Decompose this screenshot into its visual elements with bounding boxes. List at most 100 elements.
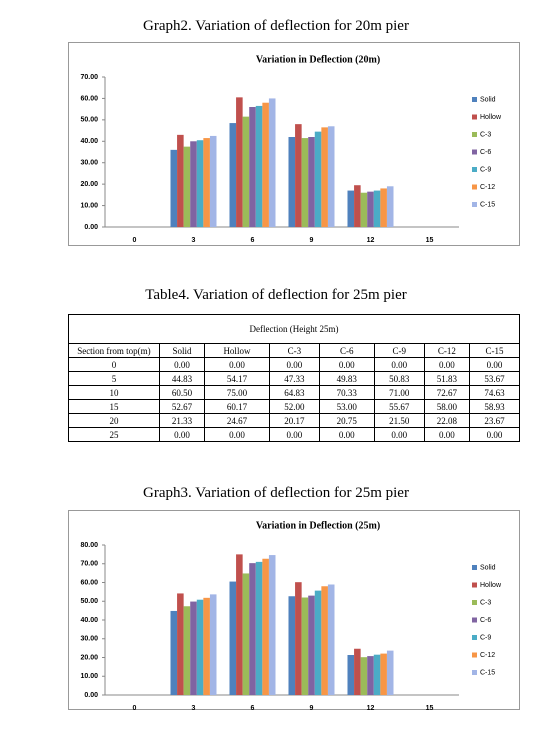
caption: Table4. Variation of deflection for 25m … (145, 287, 407, 303)
y-tick-label: 20.00 (80, 654, 98, 661)
bar (295, 124, 302, 227)
bar (183, 146, 191, 227)
bar (354, 185, 361, 227)
x-tick-label: 12 (367, 237, 375, 244)
legend-swatch (472, 565, 477, 570)
legend-label: Hollow (480, 582, 502, 589)
chart-title: Variation in Deflection (20m) (256, 54, 380, 65)
legend-label: C-15 (480, 201, 495, 208)
bar (203, 597, 210, 695)
cell: 24.67 (204, 413, 270, 428)
legend-swatch (472, 670, 477, 675)
cell: 0.00 (204, 357, 270, 372)
bar (360, 657, 368, 695)
chart: Variation in Deflection (25m) 0.00 10.00 20… (68, 510, 520, 710)
caption: Graph2. Variation of deflection for 20m … (143, 18, 409, 34)
legend-swatch (472, 600, 477, 605)
cell: 10 (68, 385, 160, 400)
bar (288, 596, 296, 695)
cell: 0.00 (204, 427, 270, 442)
cell: 0.00 (373, 357, 425, 372)
cell: 22.08 (423, 413, 470, 428)
cell: 21.33 (158, 413, 206, 428)
bar (190, 601, 197, 695)
cell: 0.00 (268, 357, 320, 372)
bar (347, 655, 355, 695)
legend-swatch (472, 582, 477, 588)
bar (360, 192, 368, 227)
chart: Variation in Deflection (20m) 0.00 10.00 20… (68, 42, 520, 246)
y-tick-label: 50.00 (80, 117, 98, 124)
column-header: C-9 (373, 343, 425, 358)
cell: 52.67 (158, 399, 206, 414)
legend-swatch (472, 149, 477, 155)
bar (380, 188, 387, 227)
bar (209, 594, 217, 695)
bar (386, 186, 394, 227)
x-tick-label: 3 (192, 237, 196, 244)
cell: 75.00 (204, 385, 270, 400)
legend-swatch (472, 652, 477, 658)
bar (203, 138, 210, 227)
cell: 54.17 (204, 371, 270, 386)
cell: 0 (68, 357, 160, 372)
y-tick-label: 30.00 (80, 636, 98, 643)
bar (249, 563, 256, 695)
cell: 53.67 (468, 371, 521, 386)
cell: 74.63 (468, 385, 521, 400)
y-tick-label: 30.00 (80, 160, 98, 167)
table: Deflection (Height 25m) Section from top(… (68, 314, 521, 442)
cell: 20.75 (318, 413, 375, 428)
bar (367, 191, 374, 227)
y-tick-label: 80.00 (80, 542, 98, 549)
cell: 53.00 (318, 399, 375, 414)
bar (354, 648, 361, 695)
x-tick-label: 12 (367, 705, 375, 710)
bar (262, 558, 269, 695)
cell: 64.83 (268, 385, 320, 400)
legend-label: Solid (480, 96, 496, 103)
cell: 47.33 (268, 371, 320, 386)
y-tick-label: 40.00 (80, 138, 98, 145)
cell: 51.83 (423, 371, 470, 386)
cell: 58.93 (468, 399, 521, 414)
y-tick-label: 10.00 (80, 202, 98, 209)
bar (373, 190, 381, 227)
legend-swatch (472, 97, 477, 102)
cell: 0.00 (318, 357, 375, 372)
column-header: C-6 (318, 343, 375, 358)
cell: 0.00 (318, 427, 375, 442)
cell: 55.67 (373, 399, 425, 414)
y-tick-label: 20.00 (80, 181, 98, 188)
y-tick-label: 60.00 (80, 95, 98, 102)
bar (268, 555, 276, 695)
y-tick-label: 10.00 (80, 673, 98, 680)
bar (321, 586, 328, 695)
x-tick-label: 6 (251, 237, 255, 244)
table-title: Deflection (Height 25m) (68, 314, 520, 344)
y-tick-label: 70.00 (80, 74, 98, 81)
bar (367, 656, 374, 695)
y-tick-label: 50.00 (80, 598, 98, 605)
legend-label: C-12 (480, 184, 495, 191)
legend-label: C-3 (480, 131, 491, 138)
cell: 0.00 (468, 427, 521, 442)
table-row: 15 52.67 60.17 52.00 53.00 55.67 58.00 58.93 (68, 399, 521, 414)
bar (255, 105, 263, 227)
legend-swatch (472, 132, 477, 137)
cell: 20 (68, 413, 160, 428)
bar (170, 149, 178, 227)
legend-label: Hollow (480, 114, 502, 121)
cell: 70.33 (318, 385, 375, 400)
x-tick-label: 15 (426, 237, 434, 244)
y-tick-label: 40.00 (80, 617, 98, 624)
cell: 0.00 (268, 427, 320, 442)
x-tick-label: 15 (426, 705, 434, 710)
legend-label: C-3 (480, 599, 491, 606)
bar (308, 595, 315, 695)
column-header: Solid (158, 343, 206, 358)
table-row: 5 44.83 54.17 47.33 49.83 50.83 51.83 53.67 (68, 371, 521, 386)
bar (327, 584, 335, 695)
bar (242, 573, 250, 695)
legend-swatch (472, 184, 477, 190)
